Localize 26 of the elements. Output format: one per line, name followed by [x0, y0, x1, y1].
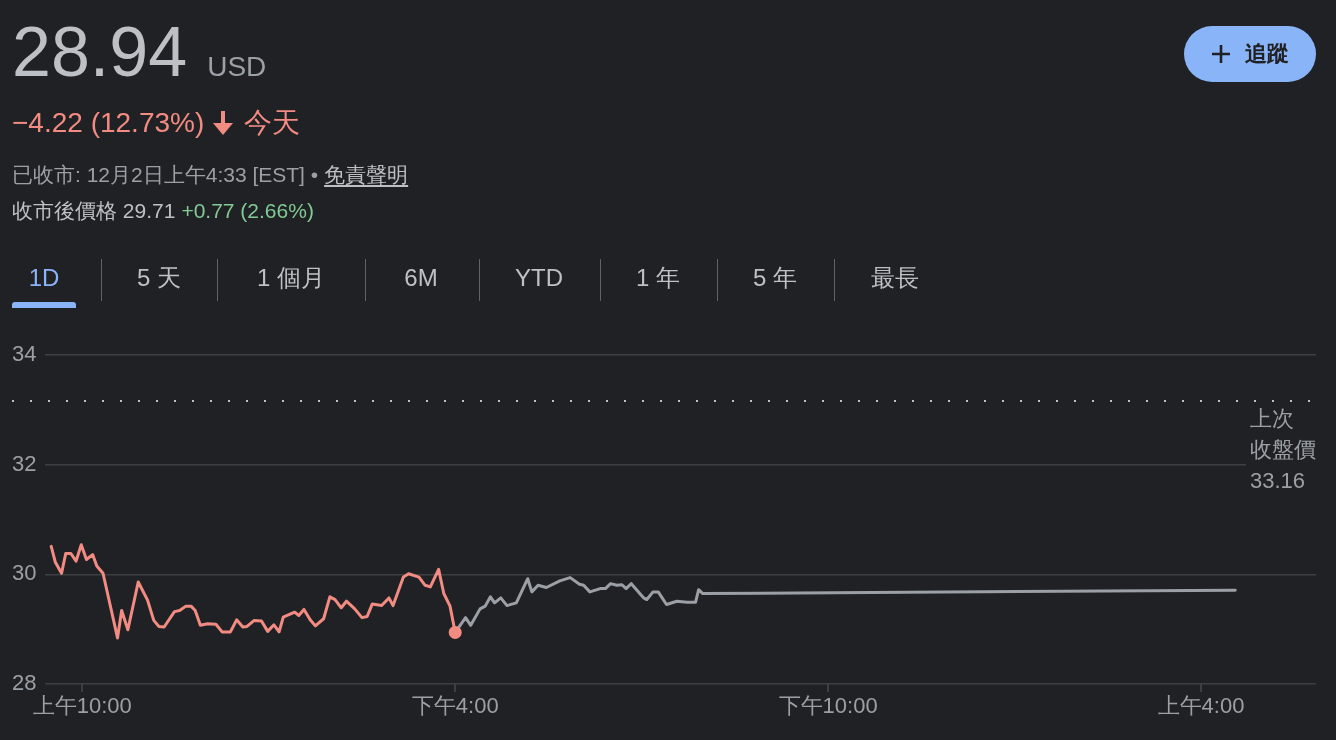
text: 最長: [871, 264, 919, 292]
text: 1D: [28, 264, 60, 292]
text: USD: [207, 51, 267, 82]
text: 已收市: 12月2日上午4:33 [EST] •: [12, 163, 319, 187]
follow-button[interactable]: 追蹤: [1184, 26, 1316, 82]
y-tick-label: 34: [12, 341, 37, 367]
y-tick-label: 32: [12, 450, 37, 476]
chart-title: 28.94: [12, 13, 188, 91]
text: −4.22 (12.73%): [12, 107, 205, 139]
x-tick-label: 上午4:00: [1157, 693, 1245, 719]
y-tick-label: 30: [12, 560, 37, 586]
x-tick-label: 下午4:00: [411, 693, 499, 719]
x-tick-label: 下午10:00: [778, 693, 878, 719]
text: 免責聲明: [324, 163, 409, 187]
text: 5 年: [752, 264, 798, 292]
text: 今天: [244, 107, 301, 139]
ref-line-label: 上次收盤價 33.16: [1250, 406, 1316, 494]
text: 收市後價格 29.71: [12, 199, 176, 223]
text: 6M: [404, 264, 438, 292]
x-tick-label: 上午10:00: [32, 693, 132, 719]
text: 1 年: [635, 264, 681, 292]
text: 1 個月: [256, 264, 326, 292]
text: 5 天: [136, 264, 182, 292]
text: YTD: [515, 264, 563, 292]
y-tick-label: 28: [12, 670, 37, 696]
text: +0.77 (2.66%): [181, 199, 314, 223]
